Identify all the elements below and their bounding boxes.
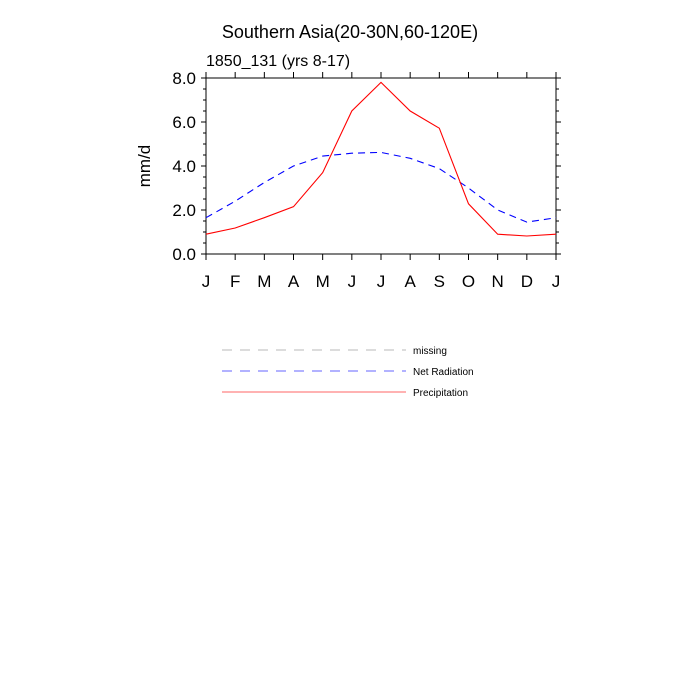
y-tick-label: 4.0 xyxy=(172,157,196,176)
y-tick-label: 2.0 xyxy=(172,201,196,220)
x-tick-label: J xyxy=(348,272,357,291)
series-layer xyxy=(205,81,557,237)
series-line-precipitation xyxy=(205,81,557,237)
x-tick-label: O xyxy=(462,272,475,291)
x-tick-label: S xyxy=(434,272,445,291)
y-tick-label: 0.0 xyxy=(172,245,196,264)
x-tick-label: J xyxy=(202,272,211,291)
axes: 0.02.04.06.08.0J F M A M J J A S O N D J xyxy=(172,69,561,291)
y-tick-label: 8.0 xyxy=(172,69,196,88)
series-line-net-radiation xyxy=(205,151,557,223)
x-tick-label: J xyxy=(377,272,386,291)
legend: missing Net Radiation Precipitation xyxy=(222,346,474,399)
x-tick-label: J xyxy=(552,272,561,291)
x-tick-label: A xyxy=(288,272,300,291)
legend-label-missing: missing xyxy=(413,346,447,357)
plot-frame xyxy=(205,77,557,255)
chart-title: Southern Asia(20-30N,60-120E) xyxy=(222,22,478,42)
chart-subtitle: 1850_131 (yrs 8-17) xyxy=(206,53,350,70)
x-tick-label: A xyxy=(404,272,416,291)
x-tick-label: F xyxy=(230,272,240,291)
x-tick-label: N xyxy=(492,272,504,291)
legend-label-net-radiation: Net Radiation xyxy=(413,367,474,378)
x-tick-label: D xyxy=(521,272,533,291)
legend-label-precipitation: Precipitation xyxy=(413,388,468,399)
x-tick-label: M xyxy=(257,272,271,291)
y-axis-label: mm/d xyxy=(135,145,154,188)
y-tick-label: 6.0 xyxy=(172,113,196,132)
x-tick-label: M xyxy=(316,272,330,291)
